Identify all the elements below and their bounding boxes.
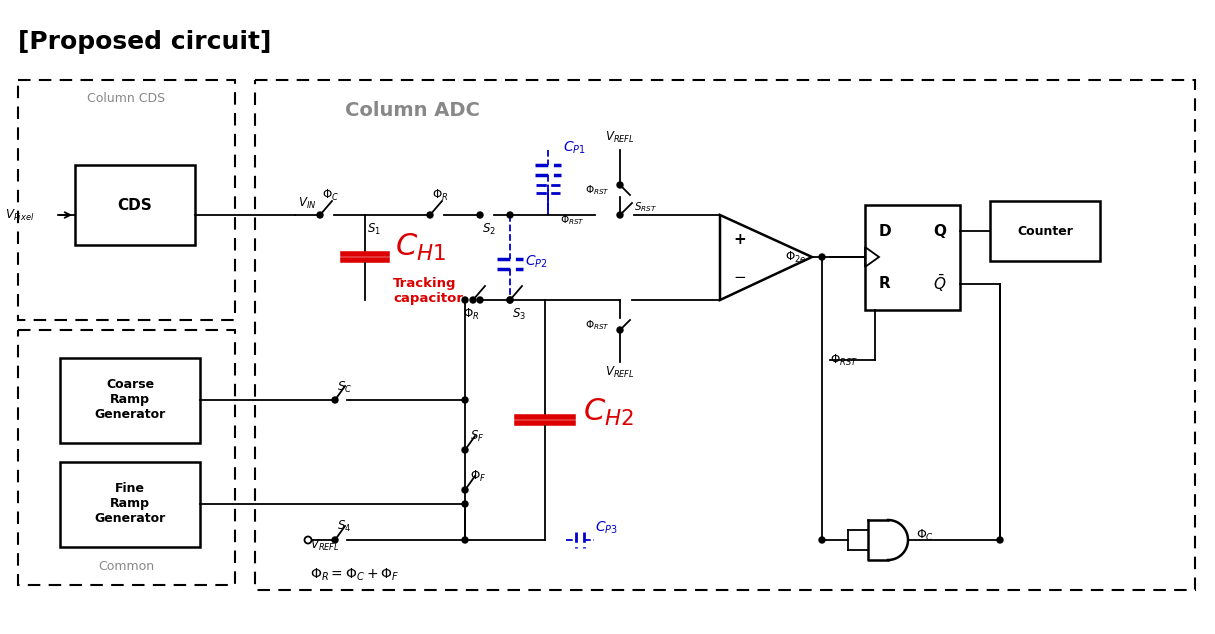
Text: $-$: $-$ — [734, 268, 746, 283]
Text: $V_{REFL}$: $V_{REFL}$ — [605, 365, 635, 380]
Text: $C_{P2}$: $C_{P2}$ — [525, 254, 548, 270]
Text: $S_2$: $S_2$ — [482, 221, 496, 236]
Text: $C_{H1}$: $C_{H1}$ — [395, 231, 446, 262]
Text: Fine
Ramp
Generator: Fine Ramp Generator — [95, 482, 165, 526]
Text: $V_{IN}$: $V_{IN}$ — [298, 195, 316, 210]
Circle shape — [507, 297, 513, 303]
Circle shape — [462, 397, 468, 403]
Bar — [865, 205, 960, 310]
Bar — [18, 330, 234, 585]
Text: $\Phi_{RST}$: $\Phi_{RST}$ — [830, 353, 858, 368]
Circle shape — [470, 297, 476, 303]
Text: $V_{REFL}$: $V_{REFL}$ — [310, 538, 340, 553]
Text: $\Phi_R$: $\Phi_R$ — [463, 306, 480, 321]
Circle shape — [617, 212, 623, 218]
Circle shape — [507, 212, 513, 218]
Text: Q: Q — [933, 224, 946, 239]
Bar — [75, 165, 194, 245]
Circle shape — [462, 487, 468, 493]
Circle shape — [617, 327, 623, 333]
Circle shape — [317, 212, 323, 218]
Text: Column CDS: Column CDS — [87, 91, 165, 105]
Text: $S_4$: $S_4$ — [337, 519, 351, 534]
Text: R: R — [880, 276, 891, 291]
Text: $\Phi_C$: $\Phi_C$ — [916, 527, 934, 543]
Circle shape — [462, 537, 468, 543]
Bar — [18, 80, 234, 320]
Circle shape — [332, 397, 338, 403]
Bar — [990, 201, 1100, 261]
Circle shape — [462, 447, 468, 453]
Text: Common: Common — [98, 560, 154, 574]
Bar — [255, 80, 1196, 590]
Text: $\Phi_{2e}$: $\Phi_{2e}$ — [785, 249, 807, 264]
Text: Column ADC: Column ADC — [345, 101, 480, 119]
Circle shape — [819, 537, 825, 543]
Circle shape — [617, 182, 623, 188]
Circle shape — [332, 537, 338, 543]
Text: $V_{Pixel}$: $V_{Pixel}$ — [5, 207, 34, 223]
Circle shape — [477, 297, 484, 303]
Text: $S_F$: $S_F$ — [470, 429, 485, 444]
Circle shape — [462, 297, 468, 303]
Text: $V_{REFL}$: $V_{REFL}$ — [605, 130, 635, 145]
Text: [Proposed circuit]: [Proposed circuit] — [18, 30, 271, 54]
Text: +: + — [734, 233, 746, 247]
Text: $C_{H2}$: $C_{H2}$ — [583, 396, 634, 427]
Bar — [60, 462, 200, 547]
Circle shape — [426, 212, 433, 218]
Text: $C_{P1}$: $C_{P1}$ — [563, 140, 586, 156]
Circle shape — [819, 254, 825, 260]
Bar — [60, 358, 200, 443]
Text: $\bar{Q}$: $\bar{Q}$ — [933, 273, 946, 294]
Text: Counter: Counter — [1017, 224, 1073, 238]
Text: Coarse
Ramp
Generator: Coarse Ramp Generator — [95, 378, 165, 422]
Circle shape — [507, 297, 513, 303]
Text: $S_{RST}$: $S_{RST}$ — [634, 200, 657, 214]
Text: $\Phi_F$: $\Phi_F$ — [470, 469, 486, 484]
Text: D: D — [878, 224, 892, 239]
Text: $\Phi_{RST}$: $\Phi_{RST}$ — [584, 318, 610, 332]
Text: $\Phi_C$: $\Phi_C$ — [322, 188, 339, 202]
Text: $C_{P3}$: $C_{P3}$ — [595, 520, 618, 536]
Text: $S_C$: $S_C$ — [337, 380, 352, 394]
Text: $\Phi_{RST}$: $\Phi_{RST}$ — [584, 183, 610, 197]
Text: CDS: CDS — [118, 198, 152, 212]
Text: $\Phi_R = \Phi_C + \Phi_F$: $\Phi_R = \Phi_C + \Phi_F$ — [310, 567, 400, 583]
Text: $\Phi_{RST}$: $\Phi_{RST}$ — [560, 213, 584, 227]
Circle shape — [462, 501, 468, 507]
Text: $S_3$: $S_3$ — [512, 306, 526, 321]
Circle shape — [477, 212, 484, 218]
Circle shape — [998, 537, 1004, 543]
Text: $S_1$: $S_1$ — [367, 221, 382, 236]
Text: Tracking
capacitor: Tracking capacitor — [392, 277, 463, 305]
Text: $\Phi_R$: $\Phi_R$ — [433, 188, 448, 202]
